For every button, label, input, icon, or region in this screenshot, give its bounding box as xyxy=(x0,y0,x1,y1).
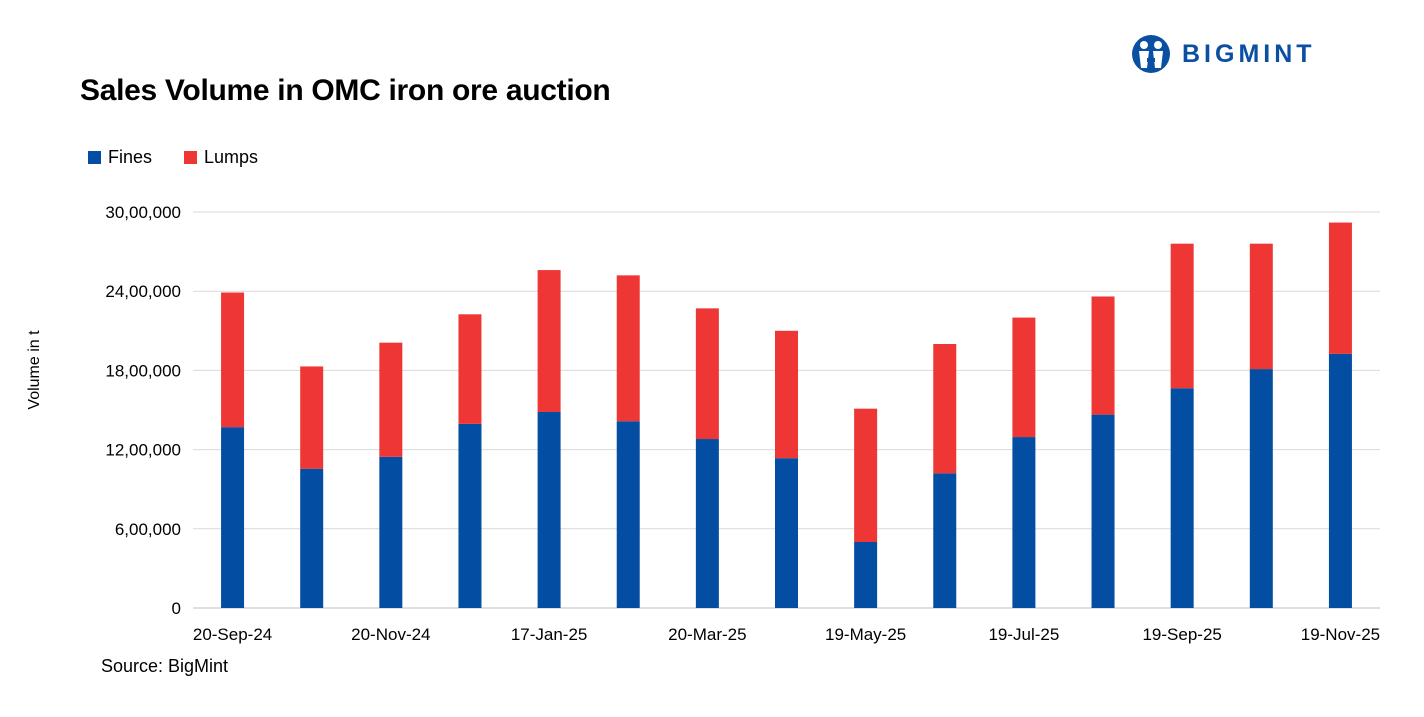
bar-fines xyxy=(1249,369,1273,608)
bar-lumps xyxy=(300,366,324,469)
x-tick-label: 20-Sep-24 xyxy=(193,625,272,644)
x-tick-label: 19-Nov-25 xyxy=(1301,625,1380,644)
bar-lumps xyxy=(616,275,640,422)
bar-fines xyxy=(379,456,403,608)
bar-fines xyxy=(300,468,324,608)
bar-lumps xyxy=(1170,243,1194,389)
legend-item-fines: Fines xyxy=(88,147,152,168)
bar-lumps xyxy=(1012,317,1036,438)
x-tick-label: 20-Mar-25 xyxy=(668,625,746,644)
y-tick-label: 12,00,000 xyxy=(105,441,181,460)
bar-lumps xyxy=(1249,243,1273,370)
chart-title: Sales Volume in OMC iron ore auction xyxy=(80,74,611,107)
bar-lumps xyxy=(933,344,957,474)
y-tick-label: 30,00,000 xyxy=(105,203,181,222)
y-tick-label: 24,00,000 xyxy=(105,282,181,301)
y-tick-label: 18,00,000 xyxy=(105,361,181,380)
x-tick-label: 19-Jul-25 xyxy=(988,625,1059,644)
legend-label-lumps: Lumps xyxy=(204,147,259,167)
bigmint-logo-icon xyxy=(1132,35,1170,73)
legend-item-lumps: Lumps xyxy=(184,147,258,168)
source-note: Source: BigMint xyxy=(101,656,229,676)
bar-fines xyxy=(1328,353,1352,608)
bar-fines xyxy=(1170,388,1194,608)
bar-fines xyxy=(775,458,798,608)
bar-fines xyxy=(221,427,245,608)
x-tick-label: 19-Sep-25 xyxy=(1142,625,1221,644)
bar-fines xyxy=(458,423,482,608)
bar-fines xyxy=(1012,437,1036,608)
bar-fines xyxy=(537,411,561,608)
bar-lumps xyxy=(1091,296,1115,415)
bar-lumps xyxy=(379,342,403,457)
bar-fines xyxy=(1091,414,1115,608)
bar-lumps xyxy=(775,330,798,459)
bar-fines xyxy=(616,421,640,608)
y-tick-label: 0 xyxy=(172,599,181,618)
x-tick-label: 19-May-25 xyxy=(825,625,906,644)
bar-lumps xyxy=(537,270,561,412)
bar-lumps xyxy=(695,308,719,440)
legend-label-fines: Fines xyxy=(108,147,153,167)
y-tick-label: 6,00,000 xyxy=(115,520,181,539)
x-tick-label: 20-Nov-24 xyxy=(351,625,430,644)
bar-fines xyxy=(695,439,719,608)
bar-lumps xyxy=(221,292,245,428)
bigmint-logo: BIGMINT xyxy=(1130,34,1316,74)
bar-lumps xyxy=(854,408,878,542)
bar-fines xyxy=(933,473,957,608)
bar-lumps xyxy=(1328,222,1352,354)
chart-legend: Fines Lumps xyxy=(88,147,290,168)
legend-swatch-lumps xyxy=(184,151,198,164)
bar-lumps xyxy=(458,314,482,424)
legend-swatch-fines xyxy=(88,151,101,164)
x-tick-label: 17-Jan-25 xyxy=(511,625,588,644)
logo-text: BIGMINT xyxy=(1182,39,1316,68)
bar-fines xyxy=(854,542,878,608)
